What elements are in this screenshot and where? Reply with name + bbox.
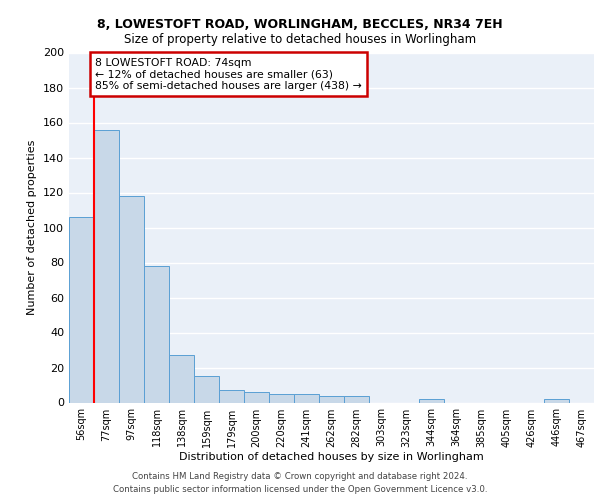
Bar	[219, 390, 244, 402]
Bar	[244, 392, 269, 402]
Text: 8, LOWESTOFT ROAD, WORLINGHAM, BECCLES, NR34 7EH: 8, LOWESTOFT ROAD, WORLINGHAM, BECCLES, …	[97, 18, 503, 30]
Bar	[544, 399, 569, 402]
Text: Size of property relative to detached houses in Worlingham: Size of property relative to detached ho…	[124, 32, 476, 46]
Bar	[94, 130, 119, 402]
Text: 8 LOWESTOFT ROAD: 74sqm
← 12% of detached houses are smaller (63)
85% of semi-de: 8 LOWESTOFT ROAD: 74sqm ← 12% of detache…	[95, 58, 362, 91]
Bar	[194, 376, 219, 402]
Bar	[144, 266, 169, 402]
Bar	[119, 196, 144, 402]
Bar	[169, 355, 194, 403]
X-axis label: Distribution of detached houses by size in Worlingham: Distribution of detached houses by size …	[179, 452, 484, 462]
Bar	[419, 399, 444, 402]
Bar	[69, 217, 94, 402]
Bar	[344, 396, 369, 402]
Text: Contains HM Land Registry data © Crown copyright and database right 2024.
Contai: Contains HM Land Registry data © Crown c…	[113, 472, 487, 494]
Bar	[319, 396, 344, 402]
Bar	[294, 394, 319, 402]
Y-axis label: Number of detached properties: Number of detached properties	[28, 140, 37, 315]
Bar	[269, 394, 294, 402]
